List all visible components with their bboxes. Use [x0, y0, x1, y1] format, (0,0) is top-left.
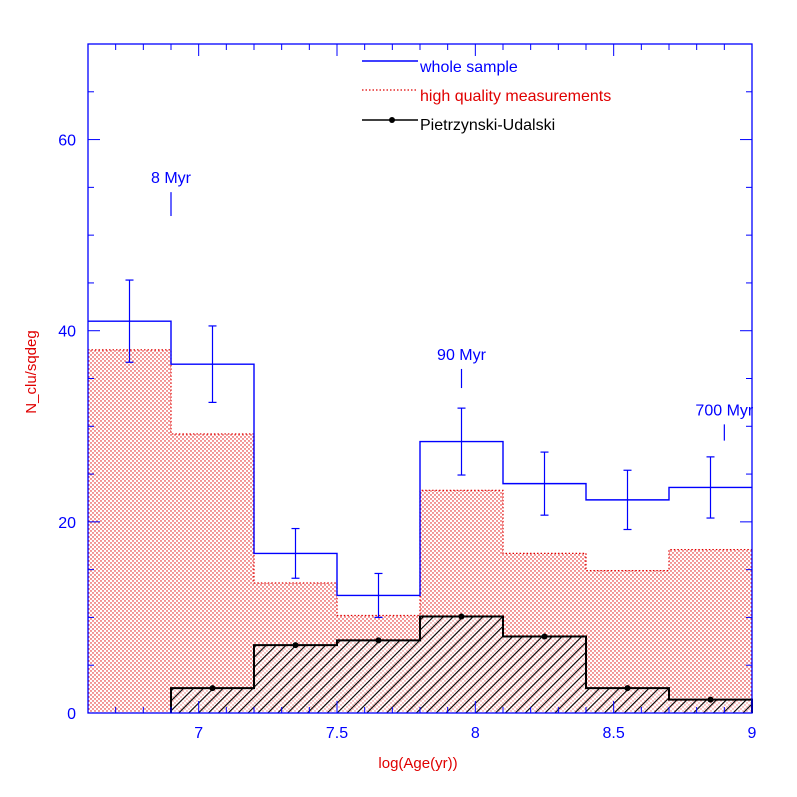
x-tick-label-0: 7 — [194, 725, 203, 742]
annotation-label-0: 8 Myr — [151, 170, 192, 187]
x-tick-label-2: 8 — [471, 725, 480, 742]
pu-bar-1 — [254, 645, 337, 713]
pu-point-0 — [209, 685, 216, 692]
x-tick-label-3: 8.5 — [603, 725, 625, 742]
pu-bar-6 — [669, 699, 752, 713]
pu-bar-0 — [171, 688, 254, 713]
x-tick-label-1: 7.5 — [326, 725, 348, 742]
y-tick-label-3: 60 — [58, 133, 76, 150]
y-tick-label-2: 40 — [58, 324, 76, 341]
whole-sample-series — [88, 279, 752, 619]
pu-point-6 — [707, 696, 714, 703]
pu-bar-5 — [586, 688, 669, 713]
plot-frame: 7 7.5 8 8.5 9 0 20 40 60 — [58, 43, 757, 742]
y-tick-label-1: 20 — [58, 515, 76, 532]
annotation-label-1: 90 Myr — [437, 347, 487, 364]
pu-bar-4 — [503, 636, 586, 713]
pu-point-4 — [541, 633, 548, 640]
pu-point-2 — [375, 637, 382, 644]
y-tick-label-0: 0 — [67, 706, 76, 723]
hq-bar-1 — [171, 433, 254, 713]
hq-bar-0 — [88, 349, 171, 713]
x-tick-label-4: 9 — [748, 725, 757, 742]
pu-bar-2 — [337, 640, 420, 713]
legend-marker-pietrzynski — [389, 117, 395, 123]
legend-label-whole-sample: whole sample — [419, 59, 518, 76]
legend-label-pietrzynski: Pietrzynski-Udalski — [420, 117, 555, 134]
legend-label-high-quality: high quality measurements — [420, 88, 611, 105]
legend: whole sample high quality measurements Pie… — [362, 59, 611, 134]
pu-point-5 — [624, 685, 631, 692]
pietrzynski-udalski-series — [170, 613, 753, 713]
hq-bar-7 — [669, 549, 752, 713]
x-axis-label: log(Age(yr)) — [378, 755, 457, 772]
pu-point-3 — [458, 613, 465, 620]
y-axis-label: N_clu/sqdeg — [23, 330, 40, 413]
age-annotations: 8 Myr 90 Myr 700 Myr — [151, 170, 754, 441]
annotation-label-2: 700 Myr — [695, 402, 753, 419]
pu-bar-3 — [420, 616, 503, 713]
pu-point-1 — [292, 642, 299, 649]
